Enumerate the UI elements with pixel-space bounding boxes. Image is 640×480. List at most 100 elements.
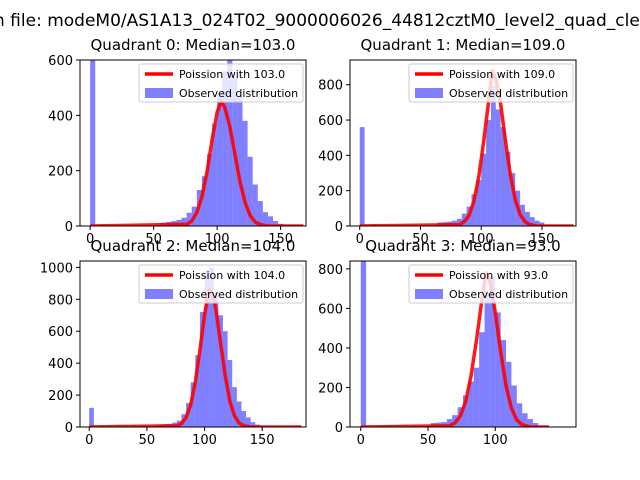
axes-frame: [79, 59, 307, 227]
x-tick-label: 0: [357, 433, 365, 448]
histogram-bar: [524, 211, 530, 226]
axes-frame: [349, 260, 577, 428]
y-tick-label: 200: [318, 381, 343, 396]
histogram-bar: [199, 312, 205, 427]
histogram-bar: [510, 173, 516, 226]
y-tick-label: 0: [335, 421, 343, 436]
legend-observed-label: Observed distribution: [449, 288, 568, 301]
y-tick-label: 200: [318, 185, 343, 200]
x-tick-label: 150: [530, 232, 555, 247]
legend: Poission with 103.0 Observed distribution: [138, 63, 304, 103]
legend: Poission with 109.0 Observed distribution: [408, 63, 574, 103]
histogram-bar: [267, 216, 273, 226]
histogram-bar: [242, 120, 248, 226]
subplot-quadrant-2: 0 50 100 150 0 200 400 600 800 1000 Quadrant 2: Me…: [40, 237, 307, 448]
histogram-bar: [532, 423, 539, 427]
histogram-bar: [500, 127, 506, 226]
histogram-bar: [262, 212, 268, 226]
histogram-bar: [201, 176, 207, 226]
histogram-bar: [522, 413, 528, 427]
histogram-bar: [227, 60, 233, 226]
histogram-bar: [222, 71, 228, 226]
y-tick-label: 800: [318, 263, 343, 278]
histogram-bar: [529, 217, 535, 226]
y-tick-label: 800: [48, 293, 73, 308]
histogram-bar: [252, 184, 258, 226]
legend: Poission with 104.0 Observed distribution: [138, 264, 304, 304]
legend: Poission with 93.0 Observed distribution: [408, 264, 574, 304]
histogram-bar: [539, 222, 545, 226]
suptitle: n file: modeM0/AS1A13_024T02_9000006026_…: [0, 11, 640, 31]
histogram-bar: [495, 109, 501, 226]
y-tick-label: 400: [318, 342, 343, 357]
histogram-bar: [190, 382, 196, 427]
x-tick-label: 0: [356, 232, 364, 247]
subplot-quadrant-0: 0 50 100 150 0 200 400 600 Quadrant 0: Median=10…: [48, 36, 307, 247]
histogram-bar: [241, 411, 247, 427]
histogram-bar: [479, 332, 485, 427]
histogram-bar: [217, 93, 223, 226]
histogram-bar: [212, 123, 218, 226]
legend-observed-swatch: [415, 289, 443, 299]
x-tick-label: 50: [420, 433, 437, 448]
histogram-bar: [181, 217, 187, 226]
histogram-bar: [218, 315, 223, 427]
legend-box: [138, 63, 304, 103]
legend-observed-swatch: [145, 88, 173, 98]
histogram-bar: [505, 151, 511, 226]
legend-box: [138, 264, 304, 304]
x-tick-label: 50: [139, 433, 156, 448]
legend-poisson-label: Poission with 104.0: [179, 269, 285, 282]
histogram-bar: [247, 156, 253, 226]
y-tick-label: 800: [318, 79, 343, 94]
histogram-bar: [359, 127, 365, 226]
legend-observed-swatch: [415, 88, 443, 98]
subplot-title: Quadrant 0: Median=103.0: [91, 36, 296, 54]
plot-area: [90, 60, 304, 226]
x-tick-label: 100: [192, 433, 217, 448]
axes-frame: [79, 260, 307, 428]
histogram-bar: [257, 201, 263, 226]
legend-observed-label: Observed distribution: [449, 87, 568, 100]
x-tick-label: 100: [483, 433, 508, 448]
x-tick-label: 0: [86, 232, 94, 247]
x-tick-label: 0: [85, 433, 93, 448]
histogram-bar: [468, 381, 474, 427]
histogram-bar: [89, 407, 94, 427]
histogram-bar: [490, 86, 496, 226]
subplot-title: Quadrant 3: Median=93.0: [365, 237, 560, 255]
y-tick-label: 400: [48, 357, 73, 372]
subplot-quadrant-3: 0 50 100 0 200 400 600 800 Quadrant 3: Median=93…: [318, 237, 577, 448]
histogram-bar: [236, 401, 242, 427]
histogram-bar: [511, 385, 517, 427]
x-tick-label: 50: [145, 232, 162, 247]
histogram-bar: [206, 154, 213, 226]
histogram-bar: [213, 292, 219, 427]
histogram-bar: [232, 387, 237, 427]
y-tick-label: 1000: [40, 261, 73, 276]
y-tick-label: 600: [48, 325, 73, 340]
histogram-bar: [473, 367, 480, 427]
legend-poisson-label: Poission with 109.0: [449, 68, 555, 81]
y-tick-label: 600: [318, 114, 343, 129]
subplot-quadrant-1: 0 50 100 150 0 200 400 600 800 Quadrant 1: Median…: [318, 36, 577, 247]
histogram-bar: [195, 355, 200, 427]
y-tick-label: 400: [48, 109, 73, 124]
legend-box: [408, 264, 574, 304]
histogram-bar: [527, 419, 533, 427]
y-tick-label: 600: [48, 54, 73, 69]
panels-group: 0 50 100 150 0 200 400 600 Quadrant 0: Median=10…: [40, 36, 577, 448]
histogram-bar: [186, 212, 192, 226]
y-tick-label: 200: [48, 165, 73, 180]
histogram-bar: [476, 180, 482, 226]
legend-observed-label: Observed distribution: [179, 288, 298, 301]
histogram-bar: [489, 276, 496, 427]
legend-poisson-label: Poission with 103.0: [179, 68, 285, 81]
histogram-bar: [90, 60, 96, 226]
histogram-bar: [516, 403, 523, 427]
y-tick-label: 0: [65, 220, 73, 235]
legend-observed-label: Observed distribution: [179, 87, 298, 100]
x-tick-label: 100: [469, 232, 494, 247]
histogram-bar: [534, 220, 540, 226]
